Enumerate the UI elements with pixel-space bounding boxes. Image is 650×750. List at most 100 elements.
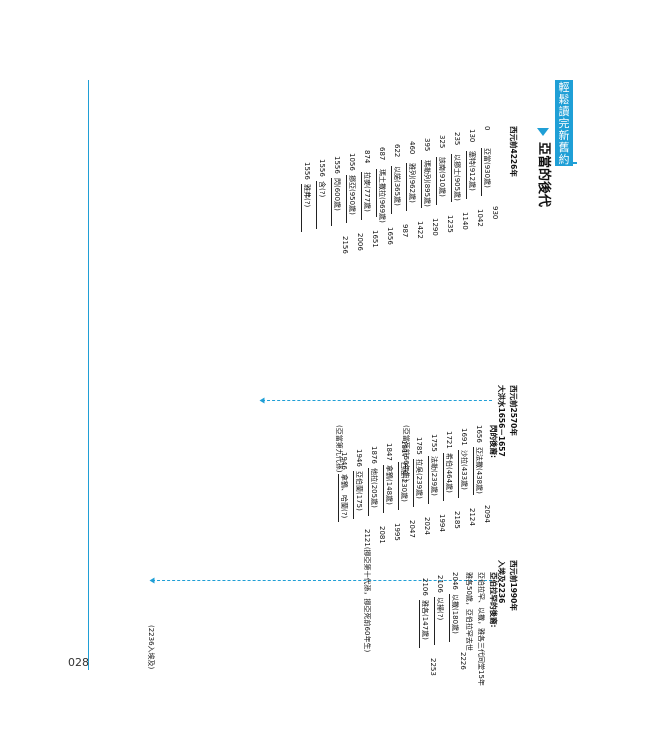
adam-lifespan-line [346,175,347,223]
shem-start-year: 1817 [400,440,408,458]
adam-start-year: 622 [393,144,401,158]
shem-person-name: 法勒(239歲) [430,456,438,496]
adam-person-name: 雅弗(?) [303,184,311,208]
adam-person-name: 以諾(365歲) [393,166,401,206]
shem-end-year: 2121(挪亞第十代孫，挪亞死前60年生) [363,529,371,653]
adam-lifespan-line [301,184,302,232]
shem-end-year: 2124 [468,508,476,526]
abraham-start-year: 2046 [451,572,459,590]
shem-lifespan-line [368,468,369,516]
adam-start-year: 130 [468,129,476,143]
abraham-heading: 亞伯拉罕的後裔: [489,572,498,628]
page-border [88,80,89,670]
shem-start-year: 1946 [355,449,363,467]
adam-lifespan-line [436,157,437,205]
shem-person-name: 希伯(464歲) [445,453,453,493]
side-tab-label: 輕鬆讀完新舊約 [558,81,570,166]
adam-lifespan-line [466,151,467,199]
triangle-bullet-icon [537,128,549,136]
adam-lifespan-line [451,154,452,202]
adam-end-year: 1290 [431,218,439,236]
abraham-start-year: 2106 [421,578,429,596]
dashed-arrow-icon [149,577,155,584]
adam-end-year: 1140 [461,212,469,230]
adam-start-year: 235 [453,132,461,146]
abraham-lifespan-line [434,597,435,645]
shem-lifespan-line [338,474,339,522]
adam-end-year: 2006 [356,233,364,251]
era-flood-year: 西元前2570年 [509,385,518,436]
shem-lifespan-line [458,450,459,498]
shem-person-name: 亞伯蘭(175) [355,471,363,511]
shem-start-year: 1755 [430,434,438,452]
shem-person-name: 沙拉(433歲) [460,450,468,490]
side-tab-mark [571,162,577,164]
adam-person-name: 挪亞(950歲) [348,175,356,215]
shem-start-year: 1691 [460,428,468,446]
shem-end-year: 2024 [423,517,431,535]
adam-lifespan-line [376,169,377,217]
adam-end-year: 1656 [386,227,394,245]
shem-person-name: 拉吳(239歲) [415,459,423,499]
adam-lifespan-line [406,163,407,211]
adam-lifespan-line [391,166,392,214]
abraham-end-year: 2226 [459,652,467,670]
era-start: 西元前4226年 [509,126,518,177]
shem-heading: 閃的後裔: [489,425,498,458]
adam-lifespan-line [421,160,422,208]
shem-start-year: 1721 [445,431,453,449]
shem-end-year: 2047 [408,520,416,538]
shem-person-name: 拿鶴、哈蘭(?) [340,474,348,519]
adam-person-name: 拉麥(777歲) [363,172,371,212]
abraham-lifespan-line [449,594,450,642]
adam-start-year: 1556 [333,156,341,174]
flood-dashed-line [262,400,492,401]
shem-start-year: 1847 [385,443,393,461]
adam-person-name: 含(?) [318,181,326,198]
shem-lifespan-line [383,465,384,513]
era-egypt-year: 西元前1990年 [509,560,518,611]
adam-start-year: 687 [378,147,386,161]
shem-end-year: 2185 [453,511,461,529]
side-tab: 輕鬆讀完新舊約 [555,80,573,166]
era-flood: 大洪水1656－1657 [497,385,506,457]
adam-person-name: 瑪勒列(895歲) [423,160,431,207]
shem-lifespan-line [413,459,414,507]
shem-start-year: 1785 [415,437,423,455]
shem-end-year: 1995 [393,523,401,541]
era-egypt: 入埃及2236 [497,560,506,604]
shem-start-year: 1656 [475,425,483,443]
adam-end-year: 1235 [446,215,454,233]
adam-lifespan-line [361,172,362,220]
shem-person-name: 亞法撒(438歲) [475,447,483,494]
adam-end-year: 1422 [416,221,424,239]
abraham-note-1: 亞伯拉罕、以撒，雅各三代同堂15年 [477,572,485,686]
adam-start-year: 874 [363,150,371,164]
adam-start-year: 395 [423,138,431,152]
adam-start-year: 0 [483,126,491,131]
adam-lifespan-line [331,178,332,226]
shem-end-year: 2081 [378,526,386,544]
adam-person-name: 閃(600歲) [333,178,341,211]
shem-start-year: 1876 [370,446,378,464]
shem-lifespan-line [353,471,354,519]
shem-lifespan-line [398,462,399,510]
shem-person-name: 西鹿(230歲) [400,462,408,502]
adam-start-year: 1056 [348,153,356,171]
adam-end-year: 2156 [341,236,349,254]
shem-end-year: 2094 [483,505,491,523]
shem-lifespan-line [473,447,474,495]
adam-end-year: 987 [401,224,409,238]
adam-person-name: 亞當(930歲) [483,148,491,188]
adam-person-name: 雅列(962歲) [408,163,416,203]
page-number: 028 [68,656,89,669]
shem-end-year: 1994 [438,514,446,532]
shem-lifespan-line [428,456,429,504]
genealogy-chart: 亞當的後代 西元前4226年 西元前2570年 大洪水1656－1657 西元前… [95,120,555,686]
adam-start-year: 325 [438,135,446,149]
adam-end-year: 1042 [476,209,484,227]
adam-person-name: 該南(910歲) [438,157,446,197]
dashed-arrow-icon [259,397,265,404]
adam-end-year: 930 [491,206,499,220]
abraham-note-2: 雅各50歲，亞伯拉罕去世 [465,572,473,651]
